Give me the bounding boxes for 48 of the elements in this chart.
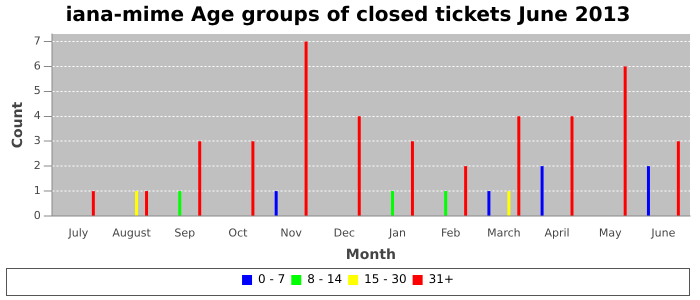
- x-tick-label: Nov: [280, 226, 302, 240]
- x-tick-label: June: [650, 226, 676, 240]
- bar: [135, 191, 138, 216]
- x-tick-label: August: [112, 226, 152, 240]
- y-tick-label: 0: [34, 208, 41, 222]
- y-tick-label: 4: [34, 109, 41, 122]
- bar: [274, 191, 278, 216]
- x-tick-label: Dec: [334, 226, 355, 240]
- bar: [145, 191, 148, 216]
- legend-label: 8 - 14: [307, 272, 342, 286]
- bar: [464, 166, 468, 216]
- y-axis-title: Count: [10, 101, 26, 148]
- bar: [487, 191, 490, 216]
- y-tick-label: 1: [34, 184, 41, 197]
- bar: [540, 166, 544, 216]
- bar: [358, 116, 361, 216]
- bar: [624, 66, 627, 216]
- y-tick-label: 5: [34, 84, 41, 98]
- bar: [304, 41, 308, 216]
- bar: [251, 141, 254, 216]
- x-tick-label: March: [487, 226, 521, 240]
- legend-label: 15 - 30: [364, 272, 407, 286]
- y-tick-label: 7: [34, 34, 41, 48]
- legend-label: 0 - 7: [258, 272, 286, 286]
- y-tick-label: 2: [34, 158, 41, 172]
- x-tick-label: Jan: [388, 226, 406, 240]
- bar: [507, 191, 510, 216]
- x-tick-label: April: [544, 226, 570, 240]
- bar: [198, 141, 202, 216]
- bar: [676, 141, 680, 216]
- bar: [178, 191, 182, 216]
- bar: [444, 191, 448, 216]
- y-tick-label: 6: [34, 59, 41, 72]
- bar: [391, 191, 394, 216]
- bar: [517, 116, 520, 216]
- x-tick-label: Feb: [440, 226, 460, 240]
- chart-title: iana-mime Age groups of closed tickets June 2013: [66, 2, 630, 26]
- legend-label: 31+: [428, 272, 454, 286]
- x-axis-title: Month: [346, 247, 396, 264]
- bar: [570, 116, 574, 216]
- x-tick-label: July: [67, 226, 89, 240]
- x-tick-label: May: [598, 226, 622, 240]
- y-tick-label: 3: [34, 134, 41, 148]
- bar: [92, 191, 95, 216]
- x-tick-label: Sep: [174, 226, 196, 240]
- x-tick-label: Oct: [228, 226, 248, 240]
- bar: [410, 141, 414, 216]
- bar: [646, 166, 650, 216]
